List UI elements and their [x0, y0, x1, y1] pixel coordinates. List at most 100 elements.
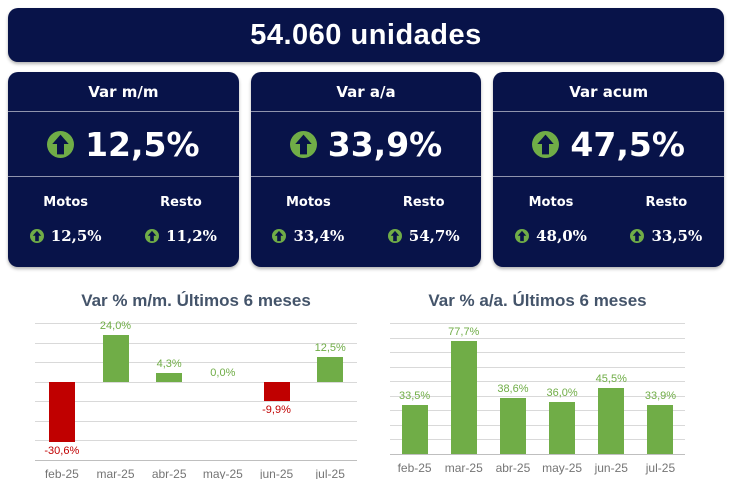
- bar-column: 36,0%: [538, 323, 587, 454]
- bar: [549, 401, 576, 454]
- breakdown-value-row: 12,5%: [29, 227, 102, 245]
- kpi-card-var-acum: Var acum 47,5% Motos 48,0% Resto: [493, 72, 725, 267]
- chart-title: Var % a/a. Últimos 6 meses: [428, 291, 647, 310]
- bar: [102, 334, 129, 382]
- data-label: 24,0%: [99, 319, 132, 332]
- gridline: [35, 401, 357, 402]
- kpi-card-var-mm: Var m/m 12,5% Motos 12,5% Resto: [8, 72, 239, 267]
- gridline: [35, 421, 357, 422]
- data-label: 33,5%: [398, 390, 431, 403]
- bar: [647, 404, 674, 454]
- up-arrow-icon: [387, 229, 402, 243]
- gridline: [35, 362, 357, 363]
- x-axis-label: abr-25: [495, 461, 531, 475]
- x-axis-label: abr-25: [151, 467, 187, 479]
- bar: [48, 381, 75, 442]
- x-axis-label: feb-25: [44, 467, 79, 479]
- bar: [401, 405, 428, 454]
- chart-var-aa: Var % a/a. Últimos 6 meses 33,5% 77,7% 38,…: [390, 283, 685, 475]
- breakdown-value-row: 11,2%: [145, 227, 217, 245]
- bar: [263, 381, 290, 402]
- gridline: [390, 410, 685, 411]
- charts-row: Var % m/m. Últimos 6 meses -30,6% 24,0% 4,…: [0, 283, 732, 479]
- gridline: [390, 367, 685, 368]
- gridline: [35, 323, 357, 324]
- gridline: [35, 343, 357, 344]
- bar: [499, 397, 526, 454]
- breakdown-motos: Motos 33,4%: [251, 177, 366, 267]
- breakdown-label: Motos: [285, 195, 331, 210]
- bar-column: 45,5%: [587, 323, 636, 454]
- card-title: Var m/m: [8, 72, 239, 112]
- bar-column: 12,5%: [303, 323, 357, 460]
- kpi-card-var-aa: Var a/a 33,9% Motos 33,4% Resto: [250, 72, 482, 267]
- gridline: [390, 323, 685, 324]
- x-axis-labels: feb-25 mar-25 abr-25 may-25 jun-25 jul-25: [390, 461, 685, 475]
- card-main-value-row: 12,5%: [8, 112, 239, 177]
- x-axis-label: feb-25: [397, 461, 432, 475]
- bar-column: 77,7%: [439, 323, 488, 454]
- up-arrow-icon: [630, 229, 645, 243]
- breakdown-value-row: 48,0%: [515, 227, 587, 245]
- data-label: 0,0%: [210, 366, 236, 379]
- breakdown-label: Resto: [160, 195, 202, 210]
- breakdown-resto: Resto 11,2%: [123, 177, 238, 267]
- data-label: -30,6%: [44, 444, 80, 457]
- data-label: 38,6%: [497, 382, 529, 395]
- x-axis-label: jul-25: [315, 467, 345, 479]
- breakdown-label: Resto: [402, 195, 445, 210]
- bar-column: 0,0%: [196, 323, 250, 460]
- gridline: [390, 396, 685, 397]
- card-main-value: 47,5%: [570, 124, 685, 164]
- up-arrow-icon: [47, 130, 75, 158]
- gridline: [390, 439, 685, 440]
- data-label: 77,7%: [448, 325, 480, 338]
- card-main-value: 33,9%: [327, 124, 443, 164]
- x-axis-label: may-25: [542, 461, 583, 475]
- data-label: 4,3%: [156, 358, 182, 371]
- breakdown-value: 11,2%: [166, 227, 217, 245]
- card-breakdown: Motos 33,4% Resto 54,7%: [251, 177, 482, 267]
- breakdown-label: Motos: [43, 195, 89, 210]
- up-arrow-icon: [289, 130, 317, 158]
- bar-column: 4,3%: [142, 323, 196, 460]
- data-label: 45,5%: [595, 372, 627, 385]
- breakdown-motos: Motos 48,0%: [493, 177, 608, 267]
- total-units-title: 54.060 unidades: [250, 18, 482, 51]
- gridline: [390, 454, 685, 455]
- breakdown-value: 12,5%: [50, 227, 102, 245]
- breakdown-value-row: 54,7%: [387, 227, 460, 245]
- up-arrow-icon: [515, 229, 530, 243]
- up-arrow-icon: [29, 229, 44, 243]
- up-arrow-icon: [145, 229, 160, 243]
- bar: [156, 373, 183, 382]
- card-title: Var a/a: [250, 72, 482, 112]
- plot-area: 33,5% 77,7% 38,6% 36,0% 45,5% 33,9%: [390, 323, 685, 455]
- card-breakdown: Motos 48,0% Resto 33,5%: [493, 177, 724, 267]
- breakdown-resto: Resto 33,5%: [609, 177, 724, 267]
- breakdown-value-row: 33,4%: [272, 227, 344, 245]
- breakdown-resto: Resto 54,7%: [366, 177, 481, 267]
- breakdown-value: 54,7%: [408, 227, 460, 245]
- x-axis-label: may-25: [202, 467, 243, 479]
- data-label: 33,9%: [644, 389, 677, 402]
- breakdown-value: 33,4%: [293, 227, 345, 245]
- breakdown-motos: Motos 12,5%: [8, 177, 123, 267]
- bars-container: 33,5% 77,7% 38,6% 36,0% 45,5% 33,9%: [390, 323, 685, 454]
- bar-column: 38,6%: [488, 323, 537, 454]
- x-axis-label: jun-25: [259, 467, 294, 479]
- gridline: [390, 425, 685, 426]
- breakdown-label: Resto: [645, 195, 688, 210]
- data-label: -9,9%: [262, 404, 291, 417]
- gridline: [390, 381, 685, 382]
- kpi-cards-row: Var m/m 12,5% Motos 12,5% Resto: [8, 72, 725, 267]
- total-units-banner: 54.060 unidades: [8, 8, 724, 62]
- bar-column: 33,9%: [636, 323, 685, 454]
- gridline: [390, 352, 685, 353]
- card-breakdown: Motos 12,5% Resto 11,2%: [8, 177, 239, 267]
- card-title: Var acum: [493, 72, 725, 112]
- x-axis-label: jul-25: [645, 461, 676, 475]
- up-arrow-icon: [532, 130, 560, 158]
- breakdown-label: Motos: [528, 195, 574, 210]
- up-arrow-icon: [272, 229, 287, 243]
